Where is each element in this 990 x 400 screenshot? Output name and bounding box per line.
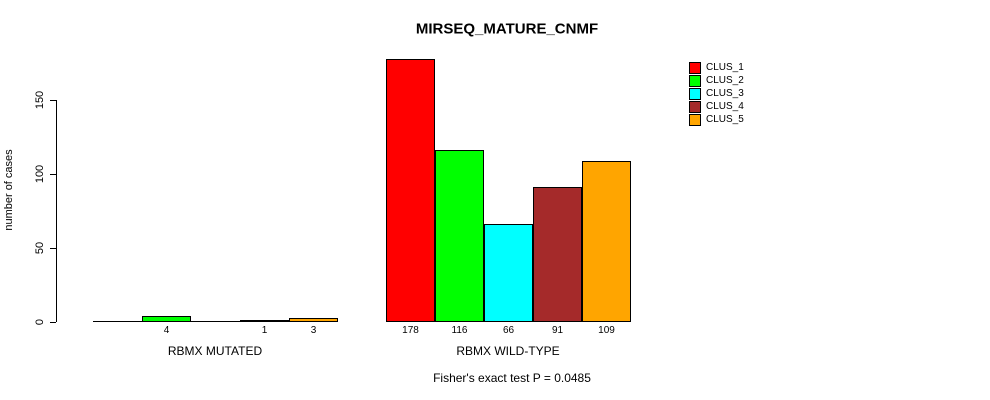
bar-rbmx-wild-type-clus-3 (484, 224, 533, 322)
legend-swatch-clus-5 (689, 114, 701, 126)
legend-label-clus-2: CLUS_2 (706, 75, 744, 86)
legend-swatch-clus-4 (689, 101, 701, 113)
bar-value-label-rbmx-wild-type-clus-3: 66 (502, 325, 515, 336)
legend-item-clus-3: CLUS_3 (689, 88, 744, 100)
legend-label-clus-4: CLUS_4 (706, 101, 744, 112)
bar-value-label-rbmx-wild-type-clus-5: 109 (598, 325, 615, 336)
y-axis-tick-label-50: 50 (34, 241, 46, 255)
bar-rbmx-wild-type-clus-4 (533, 187, 582, 322)
legend-label-clus-1: CLUS_1 (706, 62, 744, 73)
y-axis-title: number of cases (3, 149, 15, 231)
legend-item-clus-5: CLUS_5 (689, 114, 744, 126)
legend-swatch-clus-3 (689, 88, 701, 100)
bar-rbmx-mutated-clus-4 (240, 320, 289, 322)
bar-rbmx-mutated-clus-2 (142, 316, 191, 322)
y-axis-tick-label-100: 100 (34, 164, 46, 184)
bar-rbmx-wild-type-clus-1 (386, 59, 435, 322)
y-axis-tick-label-0: 0 (34, 318, 46, 326)
bar-rbmx-mutated-clus-1 (93, 321, 142, 322)
legend-item-clus-4: CLUS_4 (689, 101, 744, 113)
x-group-label-rbmx-mutated: RBMX MUTATED (167, 344, 263, 358)
legend-label-clus-5: CLUS_5 (706, 114, 744, 125)
x-group-label-rbmx-wild-type: RBMX WILD-TYPE (456, 344, 560, 358)
y-axis-tick-label-150: 150 (34, 90, 46, 110)
bar-value-label-rbmx-mutated-clus-2: 4 (163, 325, 170, 336)
bar-rbmx-mutated-clus-3 (191, 321, 240, 322)
y-axis-tick-150 (50, 100, 56, 101)
y-axis-line (56, 100, 57, 322)
y-axis-tick-50 (50, 248, 56, 249)
y-axis-tick-100 (50, 174, 56, 175)
chart-title: MIRSEQ_MATURE_CNMF (415, 20, 599, 38)
bar-rbmx-wild-type-clus-2 (435, 150, 484, 322)
legend-item-clus-2: CLUS_2 (689, 75, 744, 87)
legend-label-clus-3: CLUS_3 (706, 88, 744, 99)
legend-swatch-clus-1 (689, 62, 701, 74)
legend-swatch-clus-2 (689, 75, 701, 87)
bar-rbmx-wild-type-clus-5 (582, 161, 631, 322)
bar-value-label-rbmx-wild-type-clus-4: 91 (551, 325, 564, 336)
bar-value-label-rbmx-mutated-clus-5: 3 (310, 325, 317, 336)
y-axis-tick-0 (50, 322, 56, 323)
bar-value-label-rbmx-mutated-clus-4: 1 (261, 325, 268, 336)
legend: CLUS_1 CLUS_2 CLUS_3 CLUS_4 CLUS_5 (689, 62, 744, 127)
bar-value-label-rbmx-wild-type-clus-1: 178 (402, 325, 419, 336)
fisher-test-annotation: Fisher's exact test P = 0.0485 (433, 371, 591, 385)
bar-rbmx-mutated-clus-5 (289, 318, 338, 322)
legend-item-clus-1: CLUS_1 (689, 62, 744, 74)
bar-value-label-rbmx-wild-type-clus-2: 116 (451, 325, 468, 336)
